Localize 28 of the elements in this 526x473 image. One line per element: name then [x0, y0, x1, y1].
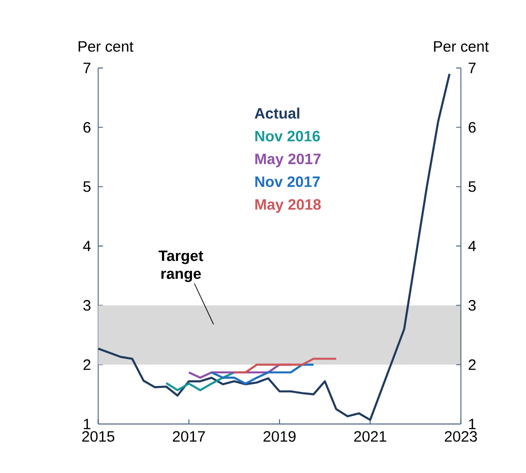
y2-tick-label: 3	[468, 300, 476, 311]
y2-tick-label: 1	[469, 418, 476, 430]
text: Actual	[254, 108, 300, 119]
text: Nov 2017	[255, 176, 320, 187]
x-tick-label: 2019	[264, 431, 296, 442]
x-tick-label: 2015	[82, 431, 114, 442]
text: May 2017	[255, 154, 321, 168]
y2-tick-label: 5	[468, 181, 476, 192]
y-axis-title: Per cent	[78, 41, 134, 52]
band-label: Target range	[158, 250, 204, 282]
x-tick-label: 2021	[354, 431, 386, 442]
text: Nov 2016	[255, 130, 320, 142]
y-tick-label: 4	[83, 240, 91, 252]
y-tick-label: 6	[84, 122, 90, 133]
y2-axis-title: Per cent	[434, 41, 489, 52]
y-tick-label: 2	[84, 359, 90, 370]
line-series	[165, 371, 236, 392]
y2-tick-label: 2	[468, 359, 476, 370]
y-tick-label: 1	[84, 418, 90, 430]
x-tick-label: 2017	[172, 431, 205, 442]
x-tick-label: 2023	[444, 431, 477, 442]
y2-tick-label: 4	[468, 240, 476, 252]
text: May 2018	[255, 199, 321, 213]
y-tick-label: 7	[84, 62, 90, 74]
y2-tick-label: 6	[468, 122, 476, 133]
y-tick-label: 3	[83, 300, 90, 311]
y-tick-label: 5	[83, 181, 90, 192]
y2-tick-label: 7	[468, 62, 476, 74]
